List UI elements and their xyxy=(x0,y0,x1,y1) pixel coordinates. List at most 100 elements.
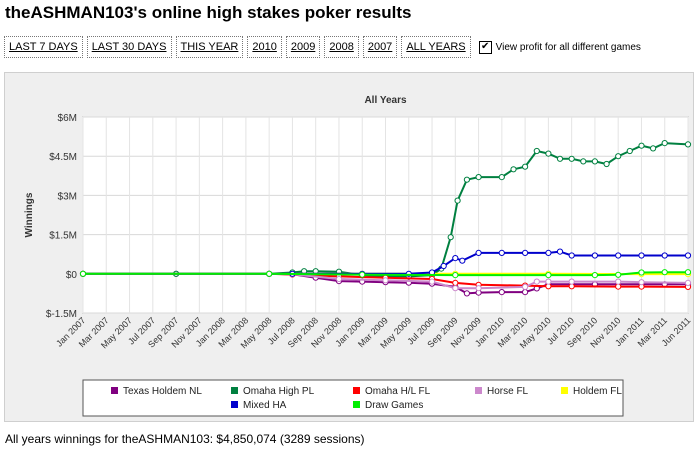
legend-label: Omaha H/L FL xyxy=(365,386,431,397)
y-tick-label: $4.5M xyxy=(49,152,77,163)
y-tick-label: $-1.5M xyxy=(46,309,77,320)
data-point xyxy=(638,269,645,276)
data-point xyxy=(661,269,668,276)
chart-title: All Years xyxy=(364,95,407,106)
legend-label: Mixed HA xyxy=(243,400,287,411)
data-point xyxy=(428,278,436,285)
data-point xyxy=(661,140,668,147)
legend-swatch xyxy=(111,387,118,394)
data-point xyxy=(545,150,552,157)
legend-label: Horse FL xyxy=(487,386,529,397)
data-point xyxy=(463,290,470,297)
data-point xyxy=(498,289,505,296)
data-point xyxy=(615,283,622,290)
data-point xyxy=(650,145,657,152)
filter-2010[interactable]: 2010 xyxy=(247,36,282,58)
data-point xyxy=(615,153,622,160)
legend-swatch xyxy=(475,387,482,394)
filter-2009[interactable]: 2009 xyxy=(285,36,321,58)
checkbox-check-icon[interactable]: ✔ xyxy=(478,40,492,54)
data-point xyxy=(459,257,466,264)
data-point xyxy=(382,277,389,284)
page-title: theASHMAN103's online high stakes poker … xyxy=(5,3,412,22)
data-point xyxy=(545,249,552,256)
data-point xyxy=(452,255,459,262)
data-point xyxy=(626,147,633,155)
data-point xyxy=(498,249,505,256)
legend-swatch xyxy=(353,387,360,394)
data-point xyxy=(533,147,540,155)
data-point xyxy=(533,278,540,285)
series-line xyxy=(83,271,688,277)
data-point xyxy=(359,271,366,278)
legend-label: Omaha High PL xyxy=(243,386,315,397)
legend-label: Holdem FL xyxy=(573,386,622,397)
legend-swatch xyxy=(353,401,360,408)
filter-all-years[interactable]: ALL YEARS xyxy=(401,36,471,58)
legend-box xyxy=(82,379,624,417)
data-point xyxy=(498,174,505,181)
data-point xyxy=(463,176,470,183)
y-tick-label: $0 xyxy=(66,270,78,281)
data-point xyxy=(568,155,575,162)
y-tick-label: $6M xyxy=(58,113,77,124)
data-point xyxy=(684,269,692,276)
filter-this-year[interactable]: THIS YEAR xyxy=(175,36,244,58)
data-point xyxy=(522,249,529,256)
legend-swatch xyxy=(231,387,238,394)
data-point xyxy=(568,252,575,259)
data-point xyxy=(638,252,645,259)
data-point xyxy=(615,252,622,259)
data-point xyxy=(556,155,564,162)
data-point xyxy=(475,174,482,181)
data-point xyxy=(475,285,482,292)
data-point xyxy=(638,142,645,149)
data-point xyxy=(545,278,552,285)
data-point xyxy=(522,283,529,290)
legend-label: Texas Holdem NL xyxy=(123,386,202,397)
data-point xyxy=(475,249,482,256)
data-point xyxy=(684,252,692,259)
data-point xyxy=(454,197,461,204)
data-point xyxy=(661,252,668,259)
chart-panel: All Years $-1.5M $0 $1.5M $3M $4.5M $6M Jan 200… xyxy=(4,72,694,422)
data-point xyxy=(522,289,529,296)
data-point xyxy=(568,278,575,285)
data-point xyxy=(603,160,610,168)
y-tick-label: $3M xyxy=(58,191,77,202)
date-filter-bar: LAST 7 DAYS LAST 30 DAYS THIS YEAR 2010 … xyxy=(4,36,641,58)
data-point xyxy=(522,163,529,170)
data-point xyxy=(615,278,622,285)
view-profit-label: View profit for all different games xyxy=(495,41,641,53)
y-axis-label: Winnings xyxy=(24,192,35,237)
data-point xyxy=(510,166,517,173)
total-winnings-summary: All years winnings for theASHMAN103: $4,… xyxy=(5,432,365,446)
data-point xyxy=(452,272,459,279)
data-point xyxy=(440,262,447,270)
data-point xyxy=(447,234,454,241)
data-point xyxy=(580,158,587,165)
y-tick-label: $1.5M xyxy=(49,231,77,242)
filter-last-7-days[interactable]: LAST 7 DAYS xyxy=(4,36,83,58)
data-point xyxy=(266,270,273,277)
view-profit-toggle[interactable]: ✔ View profit for all different games xyxy=(478,40,641,54)
data-point xyxy=(591,252,599,259)
data-point xyxy=(591,272,599,279)
data-point xyxy=(335,275,343,283)
legend-swatch xyxy=(231,401,238,408)
data-point xyxy=(615,271,622,278)
data-point xyxy=(638,279,645,286)
data-point xyxy=(684,279,692,286)
data-point xyxy=(79,270,87,277)
legend-swatch xyxy=(561,387,568,394)
filter-2007[interactable]: 2007 xyxy=(362,36,398,58)
data-point xyxy=(556,248,564,255)
data-point xyxy=(545,272,552,279)
data-point xyxy=(684,141,692,148)
filter-last-30-days[interactable]: LAST 30 DAYS xyxy=(86,36,172,58)
data-point xyxy=(452,279,459,286)
legend-label: Draw Games xyxy=(365,400,423,411)
filter-2008[interactable]: 2008 xyxy=(324,36,359,58)
data-point xyxy=(591,158,599,165)
